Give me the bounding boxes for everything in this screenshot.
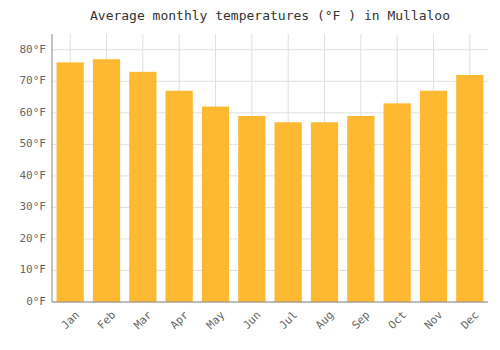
bars bbox=[57, 59, 484, 302]
x-tick-label: Jan bbox=[59, 309, 82, 332]
y-tick-label: 10°F bbox=[20, 263, 47, 276]
bar bbox=[202, 107, 229, 302]
x-tick-label: Oct bbox=[386, 309, 409, 332]
grid bbox=[52, 34, 488, 302]
chart: 0°F 10°F 20°F 30°F 40°F 50°F 60°F 70°F 80°F Jan Fe… bbox=[0, 0, 500, 350]
x-tick-label: Dec bbox=[458, 309, 481, 332]
x-tick-label: Sep bbox=[349, 309, 372, 332]
y-tick-label: 70°F bbox=[20, 74, 47, 87]
bar bbox=[93, 59, 120, 302]
x-tick-label: May bbox=[204, 308, 228, 332]
x-tick-label: Jul bbox=[277, 309, 300, 332]
bar bbox=[456, 75, 483, 302]
bar bbox=[57, 62, 84, 302]
x-tick-label: Mar bbox=[131, 308, 155, 332]
bar bbox=[238, 116, 265, 302]
x-tick-label: Aug bbox=[313, 309, 336, 332]
chart-container: 0°F 10°F 20°F 30°F 40°F 50°F 60°F 70°F 80°F Jan Fe… bbox=[0, 0, 500, 350]
bar bbox=[166, 91, 193, 302]
bar bbox=[420, 91, 447, 302]
x-axis-line bbox=[52, 302, 488, 303]
title: Average monthly temperatures (°F ) in Mu… bbox=[90, 8, 450, 23]
y-tick-label: 80°F bbox=[20, 43, 47, 56]
x-tick-label: Apr bbox=[168, 308, 192, 332]
x-tick-label: Jun bbox=[240, 309, 263, 332]
y-tick-label: 40°F bbox=[20, 169, 47, 182]
bar bbox=[275, 122, 302, 302]
y-axis-line bbox=[52, 34, 53, 302]
bar bbox=[129, 72, 156, 302]
bar bbox=[347, 116, 374, 302]
x-tick-label: Nov bbox=[422, 308, 446, 332]
y-tick-label: 0°F bbox=[26, 295, 46, 308]
y-grid-line bbox=[52, 49, 488, 50]
bar bbox=[311, 122, 338, 302]
bar bbox=[384, 103, 411, 302]
y-tick-label: 20°F bbox=[20, 232, 47, 245]
y-tick-label: 50°F bbox=[20, 137, 47, 150]
y-tick-label: 30°F bbox=[20, 200, 47, 213]
y-tick-label: 60°F bbox=[20, 106, 47, 119]
y-grid-line bbox=[52, 302, 488, 303]
x-tick-label: Feb bbox=[95, 309, 118, 332]
